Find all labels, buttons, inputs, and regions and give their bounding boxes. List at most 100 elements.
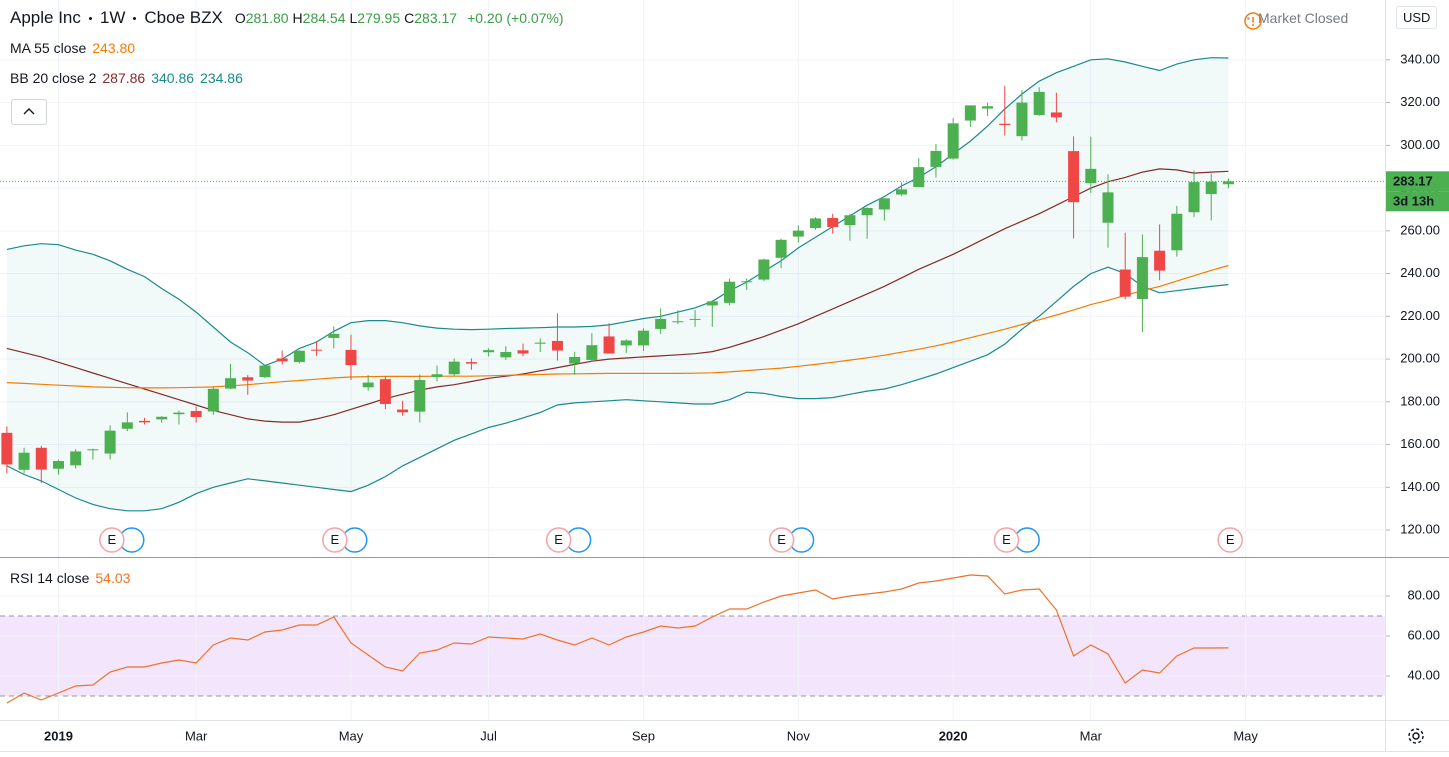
x-tick-label: Mar — [1080, 728, 1103, 743]
bb-fill — [6, 57, 1229, 511]
candle-body — [1068, 151, 1080, 203]
earnings-label: E — [554, 532, 563, 547]
ohlc-label: O — [234, 10, 246, 26]
candle-body — [87, 449, 99, 451]
candle-body — [52, 461, 64, 469]
earnings-marker — [545, 527, 572, 553]
ohlc-label: C — [404, 10, 415, 26]
x-tick-label: Mar — [185, 728, 208, 743]
bb-upper-value: 340.86 — [151, 70, 195, 86]
candle-body — [276, 358, 288, 362]
y-tick-label: 240.00 — [1400, 265, 1440, 280]
candle-body — [1, 432, 13, 465]
y-tick-label: 200.00 — [1400, 351, 1440, 366]
separator — [88, 16, 92, 20]
candle-body — [1033, 91, 1045, 115]
earnings-marker — [1217, 527, 1243, 553]
candle-body — [1016, 102, 1028, 137]
rsi-name: RSI 14 close — [10, 570, 90, 586]
x-tick-label: May — [1233, 728, 1258, 743]
candle-body — [448, 361, 460, 375]
bb-basis-value: 287.86 — [102, 70, 146, 86]
x-tick-label: 2020 — [939, 728, 968, 743]
earnings-marker — [768, 527, 795, 553]
candle-body — [844, 215, 856, 226]
candle-body — [758, 259, 770, 280]
x-tick-label: Sep — [632, 728, 655, 743]
chevron — [23, 108, 35, 115]
x-tick-label: Nov — [787, 728, 811, 743]
candle-body — [35, 447, 47, 470]
candle-body — [637, 330, 649, 346]
candle-body — [311, 349, 323, 351]
rsi-pane — [0, 558, 1385, 720]
y-tick-label: 140.00 — [1400, 479, 1440, 494]
y-tick-label: 180.00 — [1400, 393, 1440, 408]
candle-body — [414, 380, 426, 412]
candle-body — [259, 365, 271, 378]
status-text: Market Closed — [1258, 10, 1349, 26]
candle-body — [827, 218, 839, 227]
rsi-legend: RSI 14 close 54.03 — [10, 570, 130, 586]
x-tick-label: 2019 — [44, 728, 73, 743]
earnings-marker — [993, 527, 1020, 553]
candle-body — [964, 105, 976, 121]
rsi-line — [6, 574, 1229, 704]
ohlc: O 281.80 H 284.54 L 279.95 C 283.17 — [235, 10, 461, 26]
ohlc-value: 281.80 — [245, 10, 289, 26]
candle-body — [517, 350, 529, 354]
market-status: Market Closed — [1245, 10, 1348, 26]
y-tick-label: 60.00 — [1407, 627, 1440, 642]
candle-body — [328, 333, 340, 338]
price-tag — [1386, 171, 1449, 192]
price-tag-label: 283.17 — [1393, 173, 1433, 188]
candle-body — [242, 377, 254, 381]
countdown-tag — [1386, 191, 1449, 212]
bb-lower — [6, 266, 1229, 512]
candle-body — [207, 388, 219, 412]
y-tick-label: 80.00 — [1407, 587, 1440, 602]
earnings-marker — [99, 527, 125, 553]
earnings-label: E — [1002, 532, 1011, 547]
settings-icon[interactable] — [1408, 728, 1424, 744]
axes: 2019 Mar May Jul Sep Nov 2020 Mar May 120.00 140.0… — [44, 51, 1449, 743]
collapse-button[interactable] — [11, 99, 47, 125]
rsi-band — [0, 616, 1385, 696]
candle-body — [603, 336, 615, 354]
candle-body — [1050, 112, 1062, 118]
candle-body — [775, 239, 787, 258]
earnings-label: E — [330, 532, 339, 547]
status-dot — [1247, 16, 1250, 20]
ma-line — [6, 264, 1229, 389]
exchange: Cboe BZX — [144, 8, 223, 27]
candle-body — [225, 378, 237, 389]
ma-name: MA 55 close — [10, 40, 87, 56]
x-tick-label: Jul — [480, 728, 497, 743]
candle-body — [706, 301, 718, 306]
candle-body — [397, 409, 409, 413]
candle-body — [1222, 181, 1234, 185]
currency[interactable]: USD — [1396, 6, 1438, 29]
candle-body — [741, 281, 753, 283]
candle-body — [1136, 257, 1148, 300]
candle-body — [620, 340, 632, 346]
candle-body — [896, 189, 908, 195]
y-tick-label: 260.00 — [1400, 222, 1440, 237]
ohlc-value: 284.54 — [302, 10, 346, 26]
earnings-label: E — [777, 532, 786, 547]
candle-body — [70, 451, 82, 466]
y-tick-label: 300.00 — [1400, 137, 1440, 152]
candle-body — [861, 207, 873, 216]
candle-body — [947, 123, 959, 159]
ma-value: 243.80 — [92, 40, 136, 56]
candle-body — [483, 350, 495, 353]
ohlc-value: 283.17 — [414, 10, 458, 26]
x-tick-label: May — [339, 728, 364, 743]
candle-body — [1188, 182, 1200, 213]
header-row: Apple Inc 1W Cboe BZX O 281.80 H 284.54 L 279… — [10, 8, 568, 28]
candle-body — [1154, 250, 1166, 271]
earnings-marker — [322, 527, 348, 553]
candle-body — [672, 321, 684, 323]
candle-body — [345, 349, 357, 366]
